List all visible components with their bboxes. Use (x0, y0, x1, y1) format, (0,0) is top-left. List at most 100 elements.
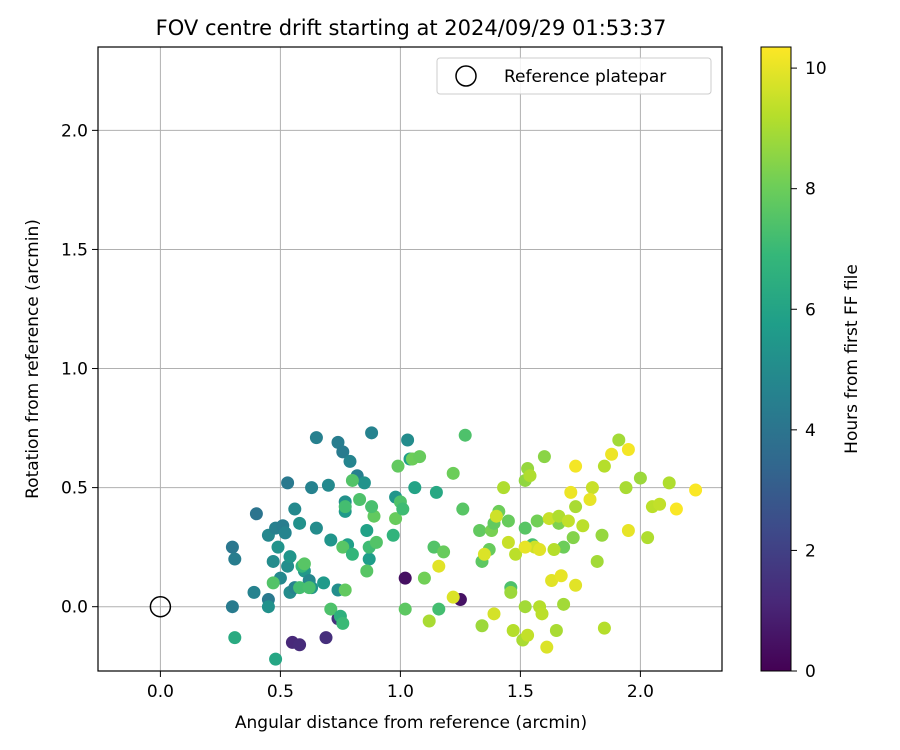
scatter-point (518, 600, 532, 614)
scatter-point (249, 507, 263, 521)
scatter-point (357, 476, 371, 490)
scatter-point (504, 585, 518, 599)
scatter-point (396, 502, 410, 516)
legend: Reference platepar (436, 57, 712, 95)
scatter-point (583, 493, 597, 507)
scatter-point (540, 640, 554, 654)
scatter-point (475, 619, 489, 633)
x-tick-label: 0.5 (267, 682, 294, 702)
scatter-point (429, 485, 443, 499)
scatter-point (432, 559, 446, 573)
scatter-point (398, 571, 412, 585)
scatter-point (619, 481, 633, 495)
scatter-point (317, 576, 331, 590)
scatter-point (487, 607, 501, 621)
colorbar-tick-label: 2 (805, 541, 816, 561)
scatter-point (473, 523, 487, 537)
x-tick-label: 0.0 (147, 682, 174, 702)
scatter-point (324, 602, 338, 616)
scatter-point (413, 450, 427, 464)
scatter-point (293, 581, 307, 595)
x-axis-label: Angular distance from reference (arcmin) (235, 713, 587, 733)
y-tick-label: 2.0 (61, 121, 88, 141)
scatter-point (353, 493, 367, 507)
scatter-point (566, 531, 580, 545)
scatter-point (321, 478, 335, 492)
scatter-point (437, 545, 451, 559)
x-axis-ticks: 0.0 0.5 1.0 1.5 2.0 (147, 671, 654, 702)
scatter-point (343, 454, 357, 468)
scatter-point (633, 471, 647, 485)
scatter-point (269, 652, 283, 666)
colorbar-tick-label: 4 (805, 421, 816, 441)
x-tick-label: 1.0 (387, 682, 414, 702)
scatter-point (261, 600, 275, 614)
scatter-point (557, 597, 571, 611)
colorbar-tick-label: 0 (805, 662, 816, 682)
data-points (149, 426, 703, 666)
scatter-point (597, 459, 611, 473)
scatter-point (535, 607, 549, 621)
scatter-point (518, 521, 532, 535)
scatter-point (391, 459, 405, 473)
scatter-point (585, 481, 599, 495)
scatter-point (547, 543, 561, 557)
scatter-point (521, 628, 535, 642)
scatter-point (386, 528, 400, 542)
scatter-point (612, 433, 626, 447)
scatter-point (456, 502, 470, 516)
scatter-point (338, 583, 352, 597)
scatter-point (554, 569, 568, 583)
scatter-point (225, 540, 239, 554)
colorbar-label: Hours from first FF file (842, 264, 862, 454)
scatter-point (552, 509, 566, 523)
scatter-point (283, 550, 297, 564)
scatter-point (427, 540, 441, 554)
scatter-point (576, 519, 590, 533)
y-axis-label: Rotation from reference (arcmin) (23, 219, 43, 499)
scatter-point (669, 502, 683, 516)
scatter-point (365, 500, 379, 514)
colorbar-ticks: 0 2 4 6 8 10 (791, 59, 827, 682)
scatter-point (533, 543, 547, 557)
scatter-point (523, 469, 537, 483)
colorbar: 0 2 4 6 8 10 Hours from first FF file (760, 46, 862, 682)
scatter-point (621, 523, 635, 537)
scatter-point (225, 600, 239, 614)
scatter-point (362, 552, 376, 566)
scatter-point (432, 602, 446, 616)
y-tick-label: 0.0 (61, 598, 88, 618)
scatter-point (595, 528, 609, 542)
scatter-point (281, 476, 295, 490)
scatter-point (369, 535, 383, 549)
scatter-point (360, 564, 374, 578)
scatter-point (247, 585, 261, 599)
scatter-point (458, 428, 472, 442)
x-tick-label: 2.0 (627, 682, 654, 702)
scatter-point (446, 466, 460, 480)
scatter-point (518, 540, 532, 554)
y-tick-label: 1.0 (61, 360, 88, 380)
scatter-point (530, 514, 544, 528)
scatter-point (336, 616, 350, 630)
scatter-point (309, 521, 323, 535)
reference-platepar-marker (149, 595, 172, 618)
scatter-point (288, 502, 302, 516)
scatter-point (545, 573, 559, 587)
scatter-point (302, 581, 316, 595)
scatter-point (345, 473, 359, 487)
scatter-point (266, 576, 280, 590)
scatter-point (653, 497, 667, 511)
chart-title: FOV centre drift starting at 2024/09/29 … (156, 16, 667, 40)
scatter-point (401, 433, 415, 447)
scatter-point (501, 514, 515, 528)
y-axis-ticks: 0.0 0.5 1.0 1.5 2.0 (61, 121, 98, 618)
scatter-point (228, 552, 242, 566)
scatter-point (417, 571, 431, 585)
scatter-point (338, 500, 352, 514)
scatter-point (228, 631, 242, 645)
plot-frame (97, 46, 723, 672)
scatter-point (324, 533, 338, 547)
scatter-point (271, 540, 285, 554)
scatter-point (501, 535, 515, 549)
